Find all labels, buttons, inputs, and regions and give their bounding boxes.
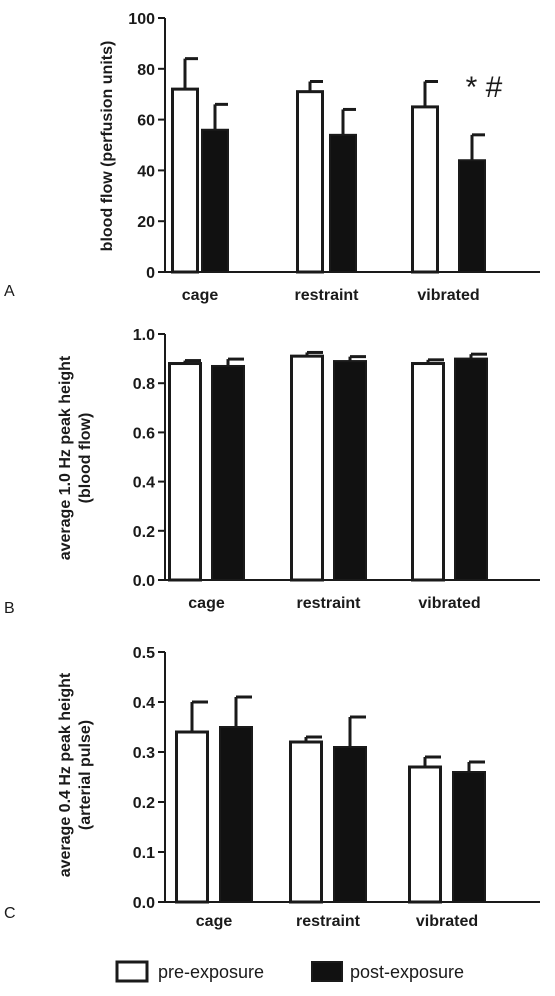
legend: pre-exposure post-exposure — [115, 960, 464, 983]
panel-a-bar-restraint-pre-exposure — [296, 90, 324, 274]
panel-c-bar-restraint-pre-exposure — [289, 740, 323, 904]
panel-a-significance-annotation: * # — [466, 71, 503, 104]
panel-c-bar-cage-post-exposure — [219, 726, 253, 903]
legend-label-post-exposure: post-exposure — [350, 962, 464, 982]
panel-b-y-tick-label: 1.0 — [133, 327, 155, 344]
panel-a-category-label: cage — [182, 287, 219, 304]
panel-c-ylabel-line2: (arterial pulse) — [77, 720, 94, 830]
panel-a: 0 20 40 60 80 100 cage restraint vibrated * # A b… — [4, 11, 540, 304]
panel-c-ylabel-line1: average 0.4 Hz peak height — [57, 672, 74, 877]
panel-b-bar-vibrated-pre-exposure — [411, 362, 445, 582]
legend-swatch-pre-exposure — [115, 960, 149, 983]
panel-c-category-label: cage — [196, 913, 233, 930]
panel-c-letter: C — [4, 905, 16, 922]
panel-c-y-tick-label: 0.5 — [133, 645, 155, 662]
panel-c-plot: 0.0 0.1 0.2 0.3 0.4 0.5 cage restraint vibrated — [133, 645, 540, 930]
panel-a-bar-vibrated-post-exposure — [458, 159, 486, 274]
panel-b-letter: B — [4, 600, 15, 617]
panel-b-category-label: cage — [188, 595, 225, 612]
panel-a-y-tick-label: 40 — [137, 163, 155, 180]
panel-a-bar-cage-pre-exposure — [171, 87, 199, 274]
panel-b-category-label: vibrated — [418, 595, 480, 612]
panel-a-category-label: restraint — [294, 287, 359, 304]
panel-b-bar-restraint-post-exposure — [333, 360, 367, 581]
panel-c-y-tick-label: 0.1 — [133, 845, 155, 862]
panel-a-y-tick-label: 80 — [137, 62, 155, 79]
panel-a-y-tick-label: 100 — [128, 11, 155, 28]
panel-b-bar-restraint-pre-exposure — [290, 354, 324, 582]
panel-a-bar-vibrated-pre-exposure — [411, 105, 439, 274]
panel-b-y-tick-label: 0.4 — [133, 475, 155, 492]
panel-b-bar-cage-pre-exposure — [168, 362, 202, 582]
panel-b-y-tick-label: 0.2 — [133, 524, 155, 541]
panel-b-ylabel-line2: (blood flow) — [77, 413, 94, 504]
panel-a-plot: 0 20 40 60 80 100 cage restraint vibrated * # — [128, 11, 540, 304]
panel-c-y-tick-label: 0.0 — [133, 895, 155, 912]
panel-b-y-tick-label: 0.0 — [133, 573, 155, 590]
panel-a-y-tick-label: 20 — [137, 214, 155, 231]
panel-c-y-tick-label: 0.4 — [133, 695, 155, 712]
panel-c-category-label: restraint — [296, 913, 361, 930]
legend-swatch-post-exposure — [311, 961, 343, 982]
panel-c-bar-vibrated-pre-exposure — [408, 765, 442, 904]
panel-c-bar-restraint-post-exposure — [333, 746, 367, 903]
panel-b-bar-cage-post-exposure — [211, 364, 245, 582]
panel-b-bar-vibrated-post-exposure — [454, 357, 488, 581]
panel-b-y-tick-label: 0.8 — [133, 376, 155, 393]
panel-b-ylabel-line1: average 1.0 Hz peak height — [57, 355, 74, 560]
panel-a-letter: A — [4, 283, 15, 300]
panel-c-y-tick-label: 0.2 — [133, 795, 155, 812]
panel-c-y-tick-label: 0.3 — [133, 745, 155, 762]
panel-b-category-label: restraint — [296, 595, 361, 612]
panel-b-y-tick-label: 0.6 — [133, 425, 155, 442]
panel-a-y-tick-label: 60 — [137, 113, 155, 130]
panel-c-bar-vibrated-post-exposure — [452, 771, 486, 903]
panel-a-y-tick-label: 0 — [146, 265, 155, 282]
legend-label-pre-exposure: pre-exposure — [158, 962, 264, 982]
panel-a-ylabel: blood flow (perfusion units) — [99, 41, 116, 252]
panel-c-category-label: vibrated — [416, 913, 478, 930]
panel-c-bar-cage-pre-exposure — [175, 730, 209, 904]
panel-a-category-label: vibrated — [417, 287, 479, 304]
panel-a-bar-cage-post-exposure — [201, 128, 229, 273]
panel-b-plot: 0.0 0.2 0.4 0.6 0.8 1.0 cage restraint vibrated — [133, 327, 540, 612]
panel-a-bar-restraint-post-exposure — [329, 133, 357, 273]
